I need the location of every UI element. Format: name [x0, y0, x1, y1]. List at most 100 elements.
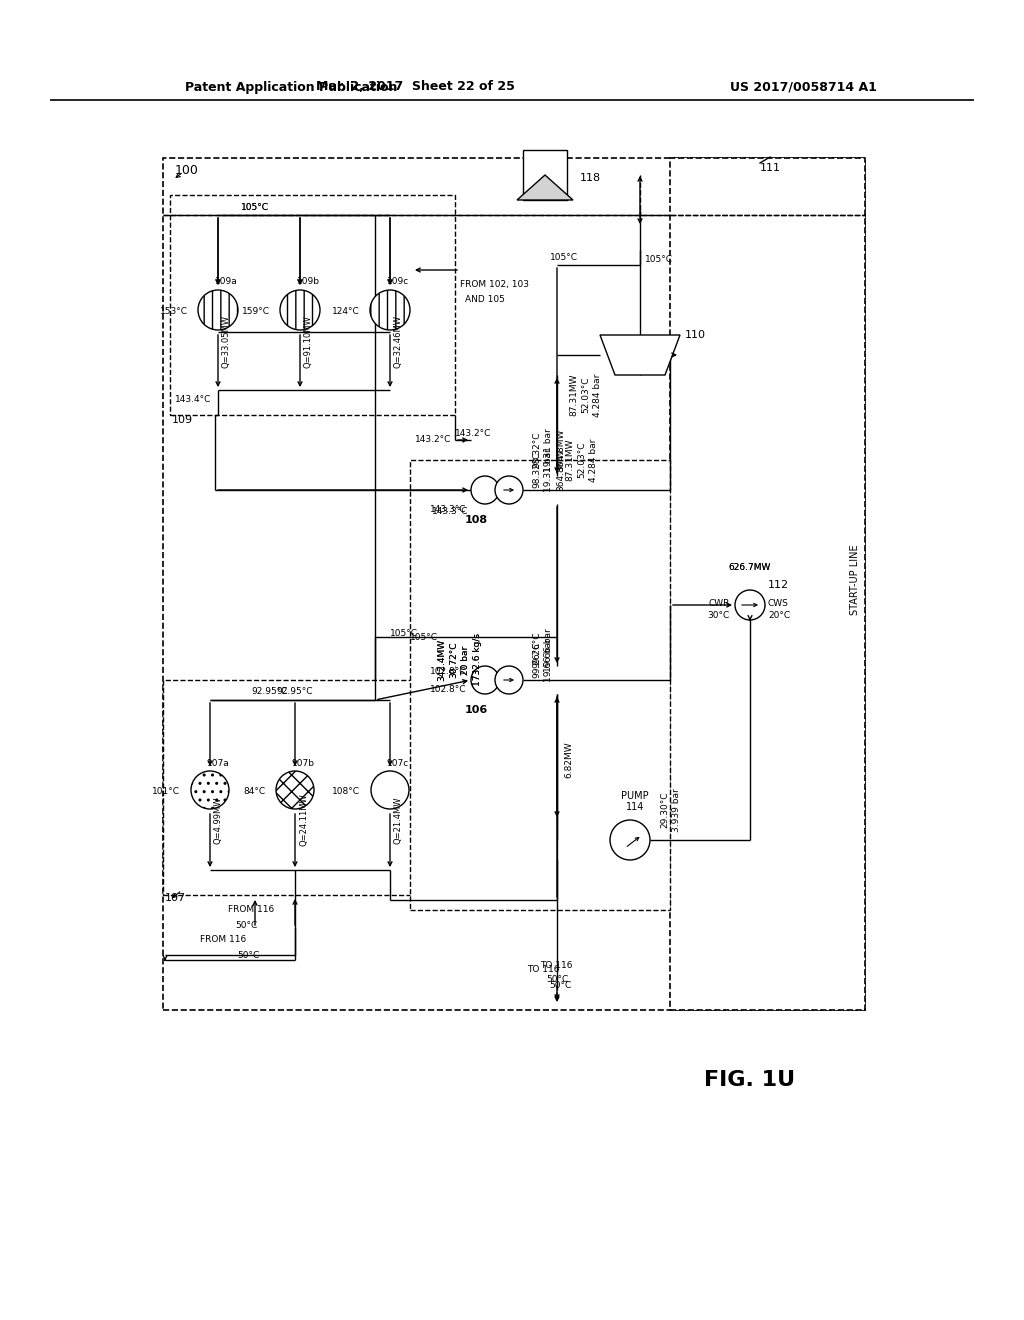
- Text: 108: 108: [465, 515, 488, 525]
- Text: 118: 118: [580, 173, 601, 183]
- Bar: [670, 158, 865, 1010]
- Text: 102.8°C: 102.8°C: [430, 668, 467, 676]
- Text: 87.31MW: 87.31MW: [569, 374, 578, 416]
- Text: 107a: 107a: [207, 759, 229, 767]
- Bar: [170, 195, 455, 414]
- Text: 30°C: 30°C: [708, 610, 730, 619]
- Text: 105°C: 105°C: [241, 202, 269, 211]
- Text: Patent Application Publication: Patent Application Publication: [185, 81, 397, 94]
- Text: 50°C: 50°C: [546, 975, 568, 985]
- Text: 109c: 109c: [387, 277, 410, 286]
- Text: 107: 107: [165, 894, 186, 903]
- Text: 110: 110: [685, 330, 706, 341]
- Text: 87.31MW: 87.31MW: [565, 438, 574, 482]
- Circle shape: [280, 290, 319, 330]
- Polygon shape: [517, 176, 573, 201]
- Text: 153°C: 153°C: [160, 308, 188, 317]
- Text: 105°C: 105°C: [390, 628, 418, 638]
- Text: 143.3°C: 143.3°C: [432, 507, 469, 516]
- Bar: [163, 680, 453, 895]
- Text: 364.8MW: 364.8MW: [556, 449, 565, 491]
- Text: 50°C: 50°C: [234, 920, 257, 929]
- Text: 50°C: 50°C: [549, 981, 571, 990]
- Text: 106: 106: [465, 705, 488, 715]
- Text: 19.31 bar: 19.31 bar: [544, 447, 553, 492]
- Text: 100: 100: [175, 164, 199, 177]
- Text: Q=91.10MW: Q=91.10MW: [304, 315, 313, 368]
- Text: 112: 112: [768, 579, 790, 590]
- Text: 19.66 bar: 19.66 bar: [544, 628, 553, 672]
- Text: 19.31 bar: 19.31 bar: [544, 428, 553, 471]
- Text: Q=4.99MW: Q=4.99MW: [214, 796, 223, 843]
- Circle shape: [735, 590, 765, 620]
- Text: 99.26°C: 99.26°C: [532, 632, 541, 668]
- Bar: [410, 459, 670, 909]
- Text: 109: 109: [172, 414, 194, 425]
- Circle shape: [370, 290, 410, 330]
- Text: 50°C: 50°C: [237, 950, 259, 960]
- Text: 92.95°C: 92.95°C: [276, 688, 313, 697]
- Text: 626.7MW: 626.7MW: [729, 562, 771, 572]
- Polygon shape: [600, 335, 680, 375]
- Text: 143.2°C: 143.2°C: [455, 429, 492, 437]
- Text: 626.7MW: 626.7MW: [729, 562, 771, 572]
- Text: 19.66 bar: 19.66 bar: [544, 638, 553, 682]
- Bar: [163, 158, 865, 1010]
- Text: 109a: 109a: [215, 277, 238, 286]
- Text: 92.95°C: 92.95°C: [252, 688, 288, 697]
- Text: 107b: 107b: [292, 759, 315, 767]
- Text: AND 105: AND 105: [465, 296, 505, 305]
- Text: 20 bar: 20 bar: [461, 645, 470, 675]
- Text: 101°C: 101°C: [152, 788, 180, 796]
- Text: 114: 114: [626, 803, 644, 812]
- Text: 143.4°C: 143.4°C: [175, 396, 211, 404]
- Text: Q=33.05MW: Q=33.05MW: [222, 315, 231, 368]
- Text: 108°C: 108°C: [332, 788, 360, 796]
- Text: 111: 111: [760, 162, 781, 173]
- Text: FROM 102, 103: FROM 102, 103: [460, 281, 529, 289]
- Circle shape: [495, 667, 523, 694]
- Text: 98.32°C: 98.32°C: [532, 432, 541, 469]
- Bar: [523, 150, 567, 201]
- Text: 84°C: 84°C: [243, 788, 265, 796]
- Circle shape: [371, 771, 409, 809]
- Text: Q=32.46MW: Q=32.46MW: [394, 315, 403, 368]
- Circle shape: [471, 477, 499, 504]
- Text: TO 116: TO 116: [540, 961, 572, 969]
- Circle shape: [198, 290, 238, 330]
- Text: 105°C: 105°C: [645, 256, 673, 264]
- Circle shape: [276, 771, 314, 809]
- Text: Mar. 2, 2017  Sheet 22 of 25: Mar. 2, 2017 Sheet 22 of 25: [315, 81, 514, 94]
- Text: 1732.6 kg/s: 1732.6 kg/s: [473, 634, 482, 686]
- Text: Q=21.4MW: Q=21.4MW: [394, 796, 403, 843]
- Text: 99.26°C: 99.26°C: [532, 642, 541, 678]
- Text: 143.3°C: 143.3°C: [430, 506, 467, 515]
- Text: 143.2°C: 143.2°C: [415, 436, 452, 445]
- Text: START-UP LINE: START-UP LINE: [850, 545, 860, 615]
- Text: 4.284 bar: 4.284 bar: [593, 374, 602, 417]
- Text: 1732.6 kg/s: 1732.6 kg/s: [473, 634, 482, 686]
- Text: 52.03°C: 52.03°C: [581, 376, 590, 413]
- Text: 342.4MW: 342.4MW: [437, 639, 446, 681]
- Text: 6.82MW: 6.82MW: [564, 742, 573, 779]
- Text: 3.939 bar: 3.939 bar: [672, 788, 681, 832]
- Text: CWR: CWR: [709, 598, 730, 607]
- Circle shape: [471, 667, 499, 694]
- Text: 124°C: 124°C: [332, 308, 360, 317]
- Text: Q=24.11MW: Q=24.11MW: [299, 793, 308, 846]
- Text: 342.4MW: 342.4MW: [437, 639, 446, 681]
- Text: 98.32°C: 98.32°C: [532, 451, 541, 488]
- Text: 30.72°C: 30.72°C: [449, 642, 458, 678]
- Text: 29.30°C: 29.30°C: [660, 792, 669, 828]
- Text: 364.8MW: 364.8MW: [556, 429, 565, 471]
- Text: 105°C: 105°C: [410, 632, 438, 642]
- Text: PUMP: PUMP: [622, 791, 649, 801]
- Circle shape: [495, 477, 523, 504]
- Text: FROM 116: FROM 116: [228, 906, 274, 915]
- Text: 4.284 bar: 4.284 bar: [589, 438, 598, 482]
- Text: 107c: 107c: [387, 759, 410, 767]
- Text: TO 116: TO 116: [527, 965, 559, 974]
- Text: 105°C: 105°C: [550, 253, 578, 263]
- Text: 109b: 109b: [297, 277, 319, 286]
- Text: 102.8°C: 102.8°C: [430, 685, 467, 694]
